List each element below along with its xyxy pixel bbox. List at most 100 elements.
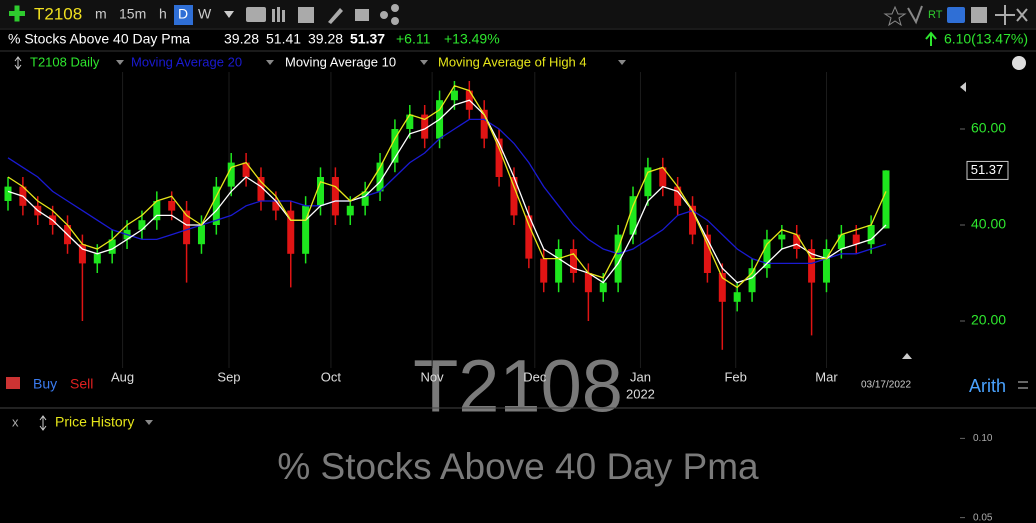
quote-change: +6.11 — [396, 31, 431, 47]
x-tick-label: Jan — [630, 369, 651, 384]
candle-body — [495, 138, 503, 177]
last-date: 03/17/2022 — [861, 380, 911, 391]
last-price-box — [966, 160, 1009, 180]
candle-body — [689, 205, 697, 235]
interval-menu[interactable] — [224, 11, 234, 18]
scale-menu[interactable] — [1018, 381, 1028, 389]
lower-pane: 0.10 0.05 — [960, 433, 993, 523]
interval-button[interactable]: h — [159, 6, 167, 22]
candle-body — [763, 239, 771, 269]
scroll-marker[interactable] — [960, 82, 966, 92]
legend-entry[interactable]: T2108 Daily — [30, 54, 100, 69]
candle-body — [674, 186, 682, 206]
candle-body — [376, 162, 384, 192]
candle-body — [480, 109, 488, 139]
quote-low: 39.28 — [308, 31, 343, 47]
symbol[interactable]: T2108 — [34, 4, 82, 23]
x-tick-label: Dec — [523, 369, 547, 384]
candle-body — [867, 225, 875, 245]
candle-body — [302, 205, 310, 254]
candle-body — [748, 268, 756, 293]
candle-body — [406, 114, 414, 129]
candle-body — [808, 249, 816, 283]
y-tick-label: 0.10 — [973, 433, 993, 444]
quote-change-percent: +13.49% — [444, 31, 500, 47]
legend-entry[interactable]: Moving Average 10 — [285, 54, 396, 69]
candle-body — [822, 249, 830, 283]
candle-body — [197, 225, 205, 245]
candle-body — [659, 167, 667, 187]
scroll-marker[interactable] — [902, 353, 912, 359]
x-tick-label: Nov — [421, 369, 445, 384]
candle-body — [569, 249, 577, 273]
quote-name: % Stocks Above 40 Day Pma — [8, 31, 190, 47]
candle-body — [227, 162, 235, 187]
interval-button[interactable]: 15m — [119, 6, 146, 22]
toolbar — [0, 0, 1036, 28]
interval-button[interactable]: W — [198, 6, 212, 22]
y-tick-label: 20.00 — [971, 312, 1006, 328]
interval-selected — [174, 5, 193, 25]
candle-body — [599, 282, 607, 293]
window-controls[interactable]: RT — [883, 5, 1028, 27]
candle-body — [287, 210, 295, 254]
scale-mode[interactable]: Arith — [969, 376, 1006, 396]
buy-button[interactable]: Buy — [33, 376, 57, 392]
sell-button[interactable]: Sell — [70, 376, 93, 392]
quote-open: 39.28 — [224, 31, 259, 47]
candle-body — [78, 244, 86, 264]
moving-average-line — [7, 118, 887, 265]
up-arrow — [925, 31, 937, 46]
candle-body — [852, 234, 860, 245]
add-symbol-button[interactable] — [9, 5, 25, 22]
candle-body — [629, 196, 637, 235]
palette-icon[interactable] — [1012, 56, 1026, 70]
candle-body — [644, 167, 652, 197]
y-tick-label: 60.00 — [971, 120, 1006, 136]
close-pane[interactable]: x — [12, 414, 19, 429]
candle-body — [361, 191, 369, 206]
candle-body — [153, 201, 161, 221]
realtime-indicator: RT — [928, 9, 943, 21]
candle-body — [93, 253, 101, 264]
trade-icon[interactable] — [6, 377, 20, 389]
candle-body — [212, 186, 220, 225]
candle-body — [331, 177, 339, 216]
candle-body — [138, 220, 146, 230]
watermark-symbol: T2108 — [413, 345, 623, 428]
reorder-handle[interactable] — [14, 56, 22, 70]
legend-menu[interactable] — [420, 60, 428, 65]
candle-body — [168, 201, 176, 211]
reorder-handle[interactable] — [39, 415, 47, 431]
interval-button[interactable]: m — [95, 6, 107, 22]
candle-body — [4, 186, 12, 201]
legend-entry[interactable]: Moving Average of High 4 — [438, 54, 587, 69]
legend-entry[interactable]: Moving Average 20 — [131, 54, 242, 69]
toolbar-icons[interactable] — [246, 4, 399, 25]
quote-high: 51.41 — [266, 31, 301, 47]
candle-body — [882, 170, 890, 229]
candle-body — [793, 234, 801, 249]
candle-body — [778, 234, 786, 240]
pane-menu[interactable] — [145, 420, 153, 425]
plot-area: Aug Sep Oct Nov Dec Jan 2022 Feb Mar 20.00 40.00 60… — [4, 72, 1009, 401]
candle-body — [346, 205, 354, 216]
candle-body — [317, 177, 325, 206]
candle-body — [421, 114, 429, 139]
legend-menu[interactable] — [266, 60, 274, 65]
year-label: 2022 — [626, 386, 655, 401]
interval-button[interactable]: D — [178, 6, 188, 22]
x-tick-label: Feb — [724, 369, 746, 384]
x-tick-label: Sep — [217, 369, 240, 384]
candle-body — [108, 239, 116, 254]
candle-body — [525, 215, 533, 259]
legend-menu[interactable] — [618, 60, 626, 65]
candle-body — [614, 234, 622, 283]
x-tick-label: Mar — [815, 369, 838, 384]
lower-pane-title: Price History — [55, 414, 134, 430]
candle-body — [584, 273, 592, 293]
candle-body — [450, 90, 458, 101]
y-tick-label: 40.00 — [971, 216, 1006, 232]
legend-menu[interactable] — [116, 60, 124, 65]
